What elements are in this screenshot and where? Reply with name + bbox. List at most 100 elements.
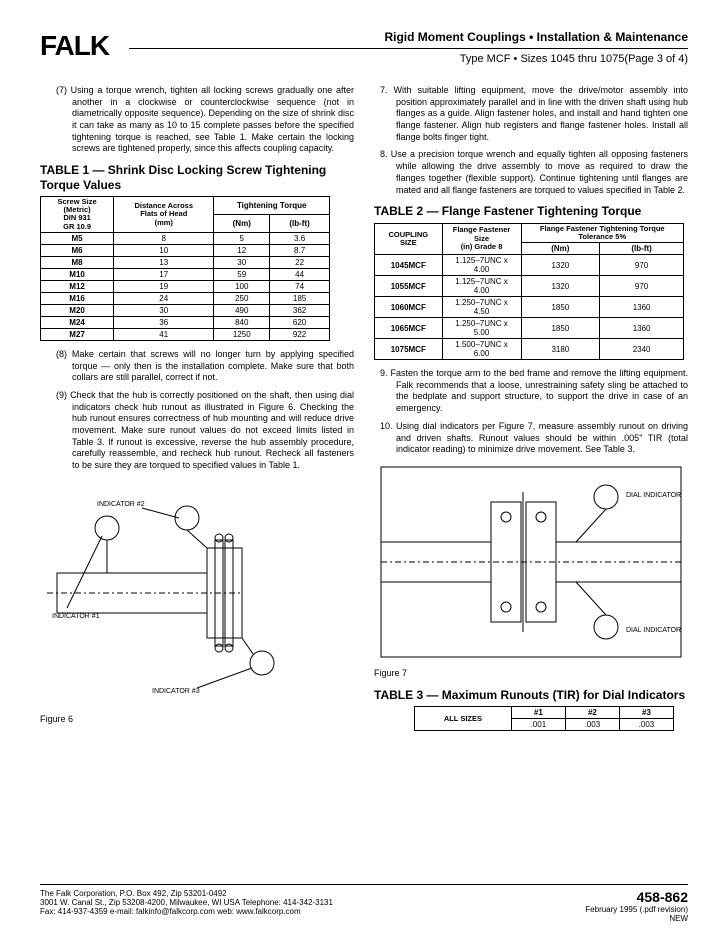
- t2-h-torque: Flange Fastener Tightening Torque Tolera…: [521, 223, 684, 243]
- table-cell: 490: [214, 304, 270, 316]
- table-cell: 24: [114, 292, 214, 304]
- table-cell: 8.7: [270, 244, 330, 256]
- table-cell: 3180: [521, 339, 600, 360]
- fig7-d2: DIAL INDICATOR: [626, 627, 681, 634]
- table-row: M121910074: [41, 280, 330, 292]
- table-cell: 1.500–7UNC x 6.00: [442, 339, 521, 360]
- figure6-caption: Figure 6: [40, 714, 354, 724]
- table-cell: 1060MCF: [375, 297, 443, 318]
- footer-right: 458-862 February 1995 (.pdf revision) NE…: [585, 889, 688, 923]
- table2: COUPLING SIZE Flange Fastener Size (in) …: [374, 223, 684, 361]
- table-cell: 22: [270, 256, 330, 268]
- table-cell: M20: [41, 304, 114, 316]
- left-step-9: (9) Check that the hub is correctly posi…: [40, 390, 354, 472]
- footer-left: The Falk Corporation, P.O. Box 492, Zip …: [40, 889, 333, 923]
- figure7: DIAL INDICATOR DIAL INDICATOR: [374, 462, 688, 662]
- table-row: M8133022: [41, 256, 330, 268]
- t3-h-all: ALL SIZES: [415, 707, 512, 731]
- table-cell: 1850: [521, 297, 600, 318]
- table-cell: 59: [214, 268, 270, 280]
- table-cell: M10: [41, 268, 114, 280]
- page-header: FALK Rigid Moment Couplings • Installati…: [40, 30, 688, 65]
- table-cell: 74: [270, 280, 330, 292]
- table-cell: 1.125–7UNC x 4.00: [442, 276, 521, 297]
- fig6-ind3: INDICATOR #3: [152, 688, 200, 695]
- table2-title: TABLE 2 — Flange Fastener Tightening Tor…: [374, 204, 688, 218]
- right-step-9: 9. Fasten the torque arm to the bed fram…: [374, 368, 688, 415]
- table-cell: M8: [41, 256, 114, 268]
- table-row: 1065MCF1.250–7UNC x 5.0018501360: [375, 318, 684, 339]
- table-cell: 17: [114, 268, 214, 280]
- header-title: Rigid Moment Couplings • Installation & …: [129, 30, 688, 44]
- t1-h-lbft: (lb-ft): [270, 214, 330, 232]
- right-column: 7. With suitable lifting equipment, move…: [374, 85, 688, 739]
- left-column: (7) Using a torque wrench, tighten all l…: [40, 85, 354, 739]
- table-row: 1075MCF1.500–7UNC x 6.0031802340: [375, 339, 684, 360]
- table-row: 1045MCF1.125–7UNC x 4.001320970: [375, 255, 684, 276]
- table-cell: 1055MCF: [375, 276, 443, 297]
- t3-h2: #2: [565, 707, 619, 719]
- table-row: M5853.6: [41, 232, 330, 244]
- table-cell: 36: [114, 316, 214, 328]
- t1-h-screw: Screw Size (Metric) DIN 931 GR 10.9: [41, 196, 114, 232]
- table-cell: 840: [214, 316, 270, 328]
- table-cell: 100: [214, 280, 270, 292]
- t3-v3: .003: [619, 719, 673, 731]
- page-number: (Page 3 of 4): [624, 53, 688, 65]
- left-step-8: (8) Make certain that screws will no lon…: [40, 349, 354, 384]
- t2-h-nm: (Nm): [521, 243, 600, 255]
- t2-h-fast: Flange Fastener Size (in) Grade 8: [442, 223, 521, 255]
- table-cell: 5: [214, 232, 270, 244]
- table-row: M2030490362: [41, 304, 330, 316]
- header-subtitle-left: Type MCF • Sizes 1045 thru 1075: [460, 53, 625, 65]
- t2-h-lbft: (lb-ft): [600, 243, 684, 255]
- t3-v2: .003: [565, 719, 619, 731]
- table-cell: M6: [41, 244, 114, 256]
- table3-title: TABLE 3 — Maximum Runouts (TIR) for Dial…: [374, 688, 688, 702]
- t1-h-torque: Tightening Torque: [214, 196, 330, 214]
- header-right: Rigid Moment Couplings • Installation & …: [129, 30, 688, 65]
- table-cell: 1850: [521, 318, 600, 339]
- fig6-ind1: INDICATOR #1: [52, 613, 100, 620]
- table-cell: 1065MCF: [375, 318, 443, 339]
- table-cell: 8: [114, 232, 214, 244]
- table-cell: 3.6: [270, 232, 330, 244]
- doc-number: 458-862: [585, 889, 688, 905]
- table-cell: 1320: [521, 255, 600, 276]
- table1-title: TABLE 1 — Shrink Disc Locking Screw Tigh…: [40, 163, 354, 192]
- table-row: M1624250185: [41, 292, 330, 304]
- table-cell: 41: [114, 328, 214, 340]
- body-columns: (7) Using a torque wrench, tighten all l…: [40, 85, 688, 739]
- table-row: 1055MCF1.125–7UNC x 4.001320970: [375, 276, 684, 297]
- figure6: INDICATOR #1 INDICATOR #2 INDICATOR #3: [40, 478, 354, 708]
- left-step-7: (7) Using a torque wrench, tighten all l…: [40, 85, 354, 155]
- table-cell: 1045MCF: [375, 255, 443, 276]
- fig6-ind2: INDICATOR #2: [97, 501, 145, 508]
- right-step-7: 7. With suitable lifting equipment, move…: [374, 85, 688, 143]
- t3-h3: #3: [619, 707, 673, 719]
- right-step-10: 10. Using dial indicators per Figure 7, …: [374, 421, 688, 456]
- table-row: M27411250922: [41, 328, 330, 340]
- table-cell: 1.125–7UNC x 4.00: [442, 255, 521, 276]
- figure7-caption: Figure 7: [374, 668, 688, 678]
- t3-h1: #1: [511, 707, 565, 719]
- table-cell: 2340: [600, 339, 684, 360]
- t2-h-size: COUPLING SIZE: [375, 223, 443, 255]
- table-cell: 19: [114, 280, 214, 292]
- brand-logo: FALK: [40, 30, 109, 62]
- table-cell: 1360: [600, 297, 684, 318]
- table-row: 1060MCF1.250–7UNC x 4.5018501360: [375, 297, 684, 318]
- footer-addr1: The Falk Corporation, P.O. Box 492, Zip …: [40, 889, 333, 898]
- table-cell: 362: [270, 304, 330, 316]
- table3: ALL SIZES #1 #2 #3 .001 .003 .003: [414, 706, 674, 731]
- table-cell: 185: [270, 292, 330, 304]
- table-cell: M5: [41, 232, 114, 244]
- table-cell: 1075MCF: [375, 339, 443, 360]
- table-cell: 1250: [214, 328, 270, 340]
- table-cell: 1.250–7UNC x 5.00: [442, 318, 521, 339]
- table-cell: 13: [114, 256, 214, 268]
- page-footer: The Falk Corporation, P.O. Box 492, Zip …: [40, 884, 688, 923]
- header-rule: [129, 48, 688, 49]
- figure6-svg: INDICATOR #1 INDICATOR #2 INDICATOR #3: [40, 478, 354, 708]
- table-row: M10175944: [41, 268, 330, 280]
